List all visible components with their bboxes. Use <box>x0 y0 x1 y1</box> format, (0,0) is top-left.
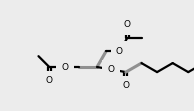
Text: O: O <box>116 47 123 56</box>
Text: O: O <box>122 81 129 90</box>
Text: O: O <box>107 65 114 74</box>
Text: O: O <box>124 20 131 29</box>
Text: O: O <box>61 62 68 71</box>
Text: O: O <box>46 76 53 85</box>
